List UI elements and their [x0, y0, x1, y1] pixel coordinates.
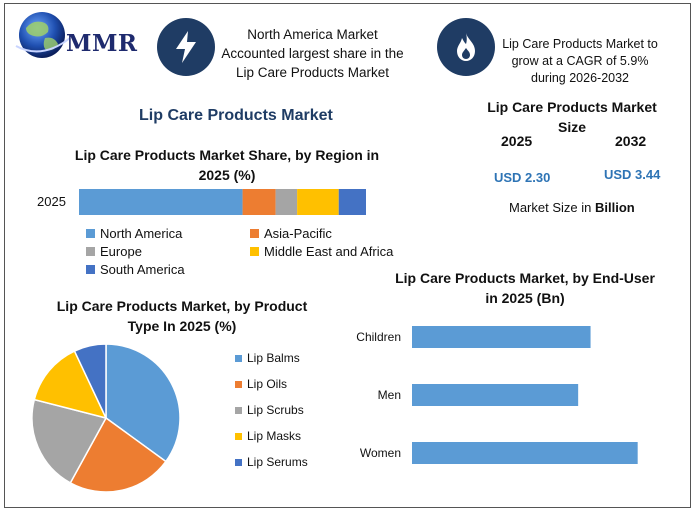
region-stacked-bar	[79, 189, 366, 215]
info-line: Lip Care Products Market	[235, 65, 390, 80]
info-box-north-america: North America Market Accounted largest s…	[215, 25, 410, 82]
legend-swatch	[235, 432, 242, 440]
legend-swatch	[86, 247, 95, 256]
chart-title-line: in 2025 (Bn)	[485, 290, 565, 306]
region-bar-segment-north-america	[79, 189, 243, 215]
legend-swatch	[86, 265, 95, 274]
product-legend-item: Lip Scrubs	[235, 403, 304, 417]
enduser-bar-children	[412, 326, 591, 348]
main-title: Lip Care Products Market	[139, 107, 333, 124]
legend-swatch	[235, 458, 242, 466]
region-legend-item: Asia-Pacific	[250, 226, 332, 241]
info-line: North America Market	[247, 27, 378, 42]
legend-label: South America	[100, 262, 185, 277]
info-line: Lip Care Products Market to	[502, 37, 658, 51]
pie-slice-lip-serums	[73, 343, 107, 419]
product-legend-item: Lip Serums	[235, 455, 308, 469]
legend-label: Europe	[100, 244, 142, 259]
chart-title-line: Lip Care Products Market Share, by Regio…	[74, 147, 380, 163]
chart-title-line: Lip Care Products Market, by Product	[56, 298, 308, 314]
region-bar-segment-asia-pacific	[242, 189, 276, 215]
pie-slice-lip-balms	[105, 343, 181, 463]
legend-label: Lip Masks	[247, 429, 302, 443]
year-2025-label: 2025	[501, 133, 533, 149]
product-legend-item: Lip Oils	[235, 377, 287, 391]
legend-label: Lip Scrubs	[247, 403, 304, 417]
legend-swatch	[235, 406, 242, 414]
logo-text: MMR	[66, 30, 138, 57]
product-chart-title: Lip Care Products Market, by Product Typ…	[47, 296, 317, 336]
legend-label: Lip Oils	[247, 377, 288, 391]
enduser-bar-women	[412, 442, 638, 464]
note-unit: Billion	[594, 200, 635, 215]
region-bar-segment-middle-east-and-africa	[297, 189, 339, 215]
region-legend-item: Middle East and Africa	[250, 244, 393, 259]
legend-label: Lip Serums	[247, 455, 308, 469]
legend-swatch	[235, 354, 242, 362]
legend-label: Lip Balms	[247, 351, 300, 365]
legend-swatch	[250, 247, 259, 256]
value-2025: USD 2.30	[494, 170, 551, 185]
note-prefix: Market Size in	[509, 200, 595, 215]
globe-icon	[15, 12, 71, 58]
enduser-category-label: Children	[356, 330, 401, 344]
info-line: grow at a CAGR of 5.9%	[511, 54, 649, 68]
pie-slice-lip-scrubs	[31, 398, 108, 484]
lightning-icon	[157, 18, 215, 76]
enduser-category-label: Men	[377, 388, 401, 402]
region-bar-segment-europe	[275, 189, 298, 215]
product-legend-item: Lip Balms	[235, 351, 300, 365]
enduser-bar-chart	[412, 326, 638, 464]
legend-label: Asia-Pacific	[264, 226, 332, 241]
info-line: Accounted largest share in the	[221, 46, 404, 61]
flame-icon	[437, 18, 495, 76]
infographic-frame	[4, 3, 691, 508]
region-legend-item: South America	[86, 262, 185, 277]
pie-slice-lip-masks	[33, 350, 108, 420]
enduser-chart-title: Lip Care Products Market, by End-User in…	[375, 268, 675, 308]
pie-slice-lip-oils	[69, 416, 167, 493]
product-pie-chart	[31, 343, 181, 493]
chart-title-line: Lip Care Products Market, by End-User	[395, 270, 655, 286]
value-2032: USD 3.44	[604, 167, 661, 182]
year-2032-label: 2032	[615, 133, 647, 149]
market-size-title-line: Size	[557, 119, 586, 135]
enduser-bar-men	[412, 384, 579, 406]
info-box-cagr: Lip Care Products Market to grow at a CA…	[496, 36, 664, 87]
region-bar-segment-south-america	[338, 189, 366, 215]
market-size-title-line: Lip Care Products Market	[487, 99, 657, 115]
market-size-note: Market Size in Billion	[509, 200, 635, 215]
legend-swatch	[86, 229, 95, 238]
info-line: during 2026-2032	[531, 71, 629, 85]
market-size-title: Lip Care Products Market Size	[470, 97, 674, 137]
enduser-category-label: Women	[359, 446, 401, 460]
product-legend-item: Lip Masks	[235, 429, 301, 443]
legend-label: North America	[100, 226, 183, 241]
region-legend-item: North America	[86, 226, 182, 241]
region-category-label: 2025	[37, 194, 66, 209]
legend-label: Middle East and Africa	[264, 244, 394, 259]
region-legend-item: Europe	[86, 244, 142, 259]
region-chart-title: Lip Care Products Market Share, by Regio…	[62, 145, 392, 185]
chart-title-line: Type In 2025 (%)	[127, 318, 237, 334]
chart-title-line: 2025 (%)	[198, 167, 256, 183]
legend-swatch	[235, 380, 242, 388]
mmr-logo: MMR	[12, 8, 142, 64]
legend-swatch	[250, 229, 259, 238]
